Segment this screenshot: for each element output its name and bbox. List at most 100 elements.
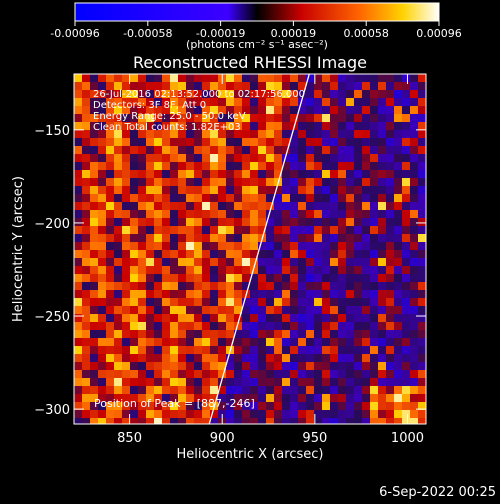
- image-pixel: [402, 346, 410, 354]
- image-pixel: [346, 146, 354, 154]
- image-pixel: [186, 258, 194, 266]
- image-pixel: [106, 226, 114, 234]
- image-pixel: [274, 186, 282, 194]
- image-pixel: [242, 122, 250, 130]
- colorbar-tick-label: 0.00019: [271, 27, 317, 40]
- image-pixel: [106, 386, 114, 394]
- image-pixel: [90, 354, 98, 362]
- image-pixel: [250, 90, 258, 98]
- image-pixel: [306, 354, 314, 362]
- image-pixel: [418, 346, 426, 354]
- image-pixel: [362, 242, 370, 250]
- image-pixel: [354, 274, 362, 282]
- image-pixel: [242, 322, 250, 330]
- image-pixel: [250, 194, 258, 202]
- image-pixel: [82, 82, 90, 90]
- image-pixel: [146, 266, 154, 274]
- image-pixel: [370, 234, 378, 242]
- image-pixel: [114, 98, 122, 106]
- image-pixel: [194, 130, 202, 138]
- image-pixel: [74, 106, 82, 114]
- image-pixel: [418, 130, 426, 138]
- image-pixel: [226, 138, 234, 146]
- image-pixel: [386, 178, 394, 186]
- image-pixel: [354, 146, 362, 154]
- image-pixel: [74, 194, 82, 202]
- image-pixel: [122, 98, 130, 106]
- image-pixel: [322, 378, 330, 386]
- image-pixel: [370, 274, 378, 282]
- image-pixel: [402, 362, 410, 370]
- image-pixel: [154, 330, 162, 338]
- image-pixel: [354, 162, 362, 170]
- image-pixel: [242, 314, 250, 322]
- image-pixel: [82, 234, 90, 242]
- image-pixel: [258, 266, 266, 274]
- image-pixel: [250, 322, 258, 330]
- image-pixel: [282, 194, 290, 202]
- image-pixel: [218, 266, 226, 274]
- image-pixel: [154, 394, 162, 402]
- image-pixel: [178, 122, 186, 130]
- image-pixel: [354, 210, 362, 218]
- image-pixel: [106, 106, 114, 114]
- image-pixel: [162, 378, 170, 386]
- image-pixel: [354, 402, 362, 410]
- image-pixel: [282, 378, 290, 386]
- image-pixel: [170, 290, 178, 298]
- image-pixel: [322, 178, 330, 186]
- image-pixel: [346, 322, 354, 330]
- image-pixel: [242, 386, 250, 394]
- image-pixel: [178, 402, 186, 410]
- image-pixel: [282, 98, 290, 106]
- image-pixel: [82, 362, 90, 370]
- image-pixel: [218, 250, 226, 258]
- image-pixel: [394, 338, 402, 346]
- image-pixel: [282, 258, 290, 266]
- image-pixel: [146, 290, 154, 298]
- image-pixel: [202, 258, 210, 266]
- image-pixel: [394, 362, 402, 370]
- image-pixel: [242, 194, 250, 202]
- image-pixel: [146, 370, 154, 378]
- image-pixel: [330, 170, 338, 178]
- image-pixel: [202, 370, 210, 378]
- image-pixel: [218, 146, 226, 154]
- image-pixel: [170, 362, 178, 370]
- image-pixel: [210, 266, 218, 274]
- image-pixel: [146, 226, 154, 234]
- image-pixel: [114, 338, 122, 346]
- image-pixel: [298, 226, 306, 234]
- image-pixel: [210, 242, 218, 250]
- image-pixel: [274, 98, 282, 106]
- image-pixel: [418, 298, 426, 306]
- image-pixel: [274, 114, 282, 122]
- image-pixel: [106, 362, 114, 370]
- image-pixel: [162, 362, 170, 370]
- image-pixel: [114, 106, 122, 114]
- image-pixel: [250, 226, 258, 234]
- image-pixel: [114, 354, 122, 362]
- image-pixel: [170, 106, 178, 114]
- image-pixel: [338, 130, 346, 138]
- image-pixel: [82, 162, 90, 170]
- image-pixel: [170, 282, 178, 290]
- image-pixel: [298, 370, 306, 378]
- image-pixel: [154, 418, 162, 424]
- image-pixel: [330, 282, 338, 290]
- image-pixel: [114, 186, 122, 194]
- image-pixel: [234, 114, 242, 122]
- image-pixel: [402, 274, 410, 282]
- image-pixel: [258, 378, 266, 386]
- image-pixel: [306, 266, 314, 274]
- image-pixel: [170, 250, 178, 258]
- image-pixel: [410, 218, 418, 226]
- image-pixel: [314, 386, 322, 394]
- image-pixel: [138, 226, 146, 234]
- image-pixel: [290, 402, 298, 410]
- image-pixel: [346, 242, 354, 250]
- image-pixel: [282, 418, 290, 424]
- image-pixel: [362, 130, 370, 138]
- image-pixel: [138, 386, 146, 394]
- image-pixel: [410, 98, 418, 106]
